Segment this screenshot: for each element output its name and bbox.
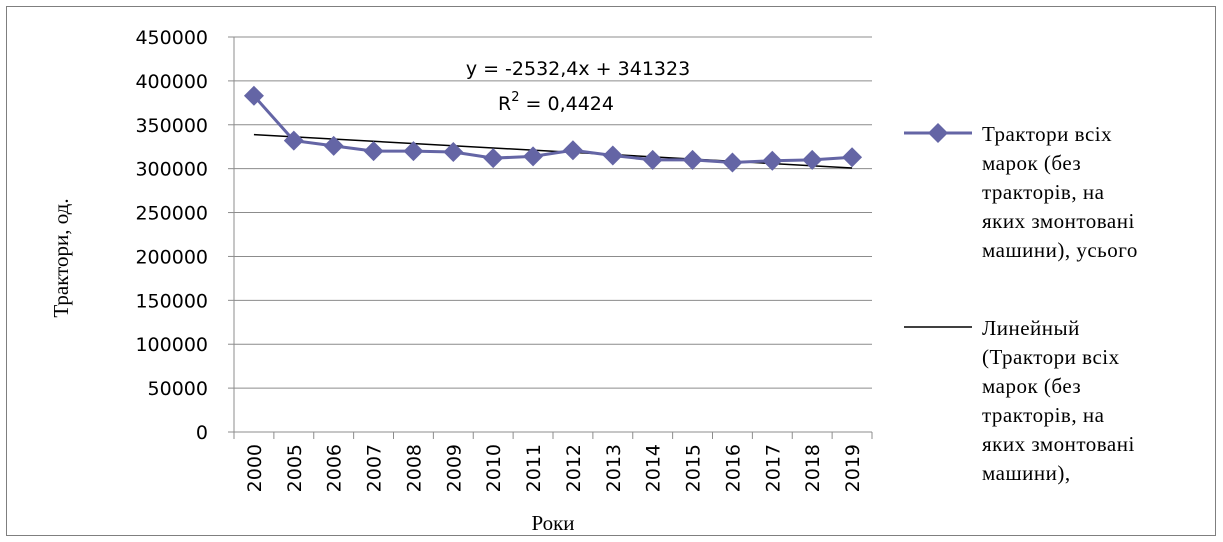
legend-trendline-line-6: машини), bbox=[982, 461, 1071, 485]
y-tick-labels: 0 50000 100000 150000 200000 250000 300000 3500… bbox=[135, 27, 208, 444]
x-tick-labels: 2000 2005 2006 2007 2008 2009 2010 2011 2012 2013… bbox=[244, 444, 864, 492]
legend-trendline-line-2: (Трактори всіх bbox=[982, 345, 1120, 369]
y-tick-label: 400000 bbox=[135, 71, 208, 93]
y-tick-label: 300000 bbox=[135, 159, 208, 181]
data-point-marker bbox=[443, 141, 464, 162]
x-tick-label: 2008 bbox=[403, 444, 425, 492]
legend-trendline-line-1: Линейный bbox=[982, 316, 1080, 340]
r-squared-annotation: R2 = 0,4424 bbox=[498, 90, 614, 115]
x-tick-label: 2011 bbox=[523, 444, 545, 492]
y-tick-label: 450000 bbox=[135, 27, 208, 49]
x-tick-label: 2016 bbox=[722, 444, 744, 492]
legend-series-line-3: тракторів, на bbox=[982, 180, 1105, 204]
legend-series-line-5: машини), усього bbox=[982, 238, 1138, 262]
data-point-marker bbox=[483, 148, 504, 169]
y-tick-label: 50000 bbox=[148, 378, 208, 400]
y-tick-label: 350000 bbox=[135, 115, 208, 137]
legend-series-line-2: марок (без bbox=[982, 151, 1081, 175]
legend-trendline-line-4: тракторів, на bbox=[982, 403, 1105, 427]
legend-series-marker-swatch bbox=[928, 123, 948, 143]
data-point-marker bbox=[323, 135, 344, 156]
trendline bbox=[253, 133, 853, 169]
series-line bbox=[252, 94, 853, 165]
data-point-marker bbox=[842, 147, 863, 168]
legend: Трактори всіх марок (без тракторів, на я… bbox=[904, 122, 1141, 485]
data-point-marker bbox=[243, 85, 264, 106]
legend-series-label: Трактори всіх марок (без тракторів, на я… bbox=[982, 122, 1141, 262]
data-point-marker bbox=[523, 146, 544, 167]
x-tick-label: 2017 bbox=[762, 444, 784, 492]
y-tick-label: 150000 bbox=[135, 290, 208, 312]
series-layer bbox=[243, 85, 863, 173]
data-point-marker bbox=[762, 150, 783, 171]
axes bbox=[228, 36, 873, 439]
x-tick-label: 2015 bbox=[683, 444, 705, 492]
x-tick-label: 2009 bbox=[443, 444, 465, 492]
legend-trendline-line-5: яких змонтовані bbox=[982, 432, 1135, 456]
x-tick-label: 2000 bbox=[244, 444, 266, 492]
legend-series-line-1: Трактори всіх bbox=[982, 122, 1112, 146]
data-point-marker bbox=[363, 141, 384, 162]
y-tick-label: 100000 bbox=[135, 334, 208, 356]
x-tick-label: 2010 bbox=[483, 444, 505, 492]
y-tick-label: 0 bbox=[196, 422, 208, 444]
trendline-layer bbox=[253, 133, 853, 169]
legend-entry-series: Трактори всіх марок (без тракторів, на я… bbox=[904, 122, 1141, 262]
data-point-marker bbox=[642, 149, 663, 170]
data-point-marker bbox=[682, 149, 703, 170]
x-tick-label: 2006 bbox=[324, 444, 346, 492]
x-tick-label: 2012 bbox=[563, 444, 585, 492]
y-tick-label: 200000 bbox=[135, 246, 208, 268]
data-point-marker bbox=[562, 140, 583, 161]
data-point-marker bbox=[283, 130, 304, 151]
chart-frame bbox=[6, 6, 1216, 536]
data-point-marker bbox=[602, 145, 623, 166]
y-axis-title: Трактори, од. bbox=[49, 198, 73, 317]
y-tick-label: 250000 bbox=[135, 203, 208, 225]
x-tick-label: 2013 bbox=[603, 444, 625, 492]
x-axis-title: Роки bbox=[531, 511, 574, 535]
legend-series-line-4: яких змонтовані bbox=[982, 209, 1135, 233]
legend-trendline-line-3: марок (без bbox=[982, 374, 1081, 398]
legend-trendline-label: Линейный (Трактори всіх марок (без тракт… bbox=[982, 316, 1141, 485]
r-squared-value: = 0,4424 bbox=[520, 93, 614, 115]
gridlines bbox=[234, 36, 872, 389]
r-squared-superscript: 2 bbox=[511, 90, 519, 105]
x-tick-label: 2019 bbox=[842, 444, 864, 492]
x-tick-label: 2014 bbox=[643, 444, 665, 492]
x-tick-label: 2005 bbox=[284, 444, 306, 492]
trendline-equation: y = -2532,4x + 341323 bbox=[466, 58, 690, 80]
x-tick-label: 2007 bbox=[364, 444, 386, 492]
legend-entry-trendline: Линейный (Трактори всіх марок (без тракт… bbox=[904, 316, 1141, 485]
data-point-marker bbox=[722, 152, 743, 173]
data-point-marker bbox=[403, 141, 424, 162]
r-squared-symbol: R bbox=[498, 93, 511, 115]
x-tick-label: 2018 bbox=[802, 444, 824, 492]
data-point-marker bbox=[802, 149, 823, 170]
